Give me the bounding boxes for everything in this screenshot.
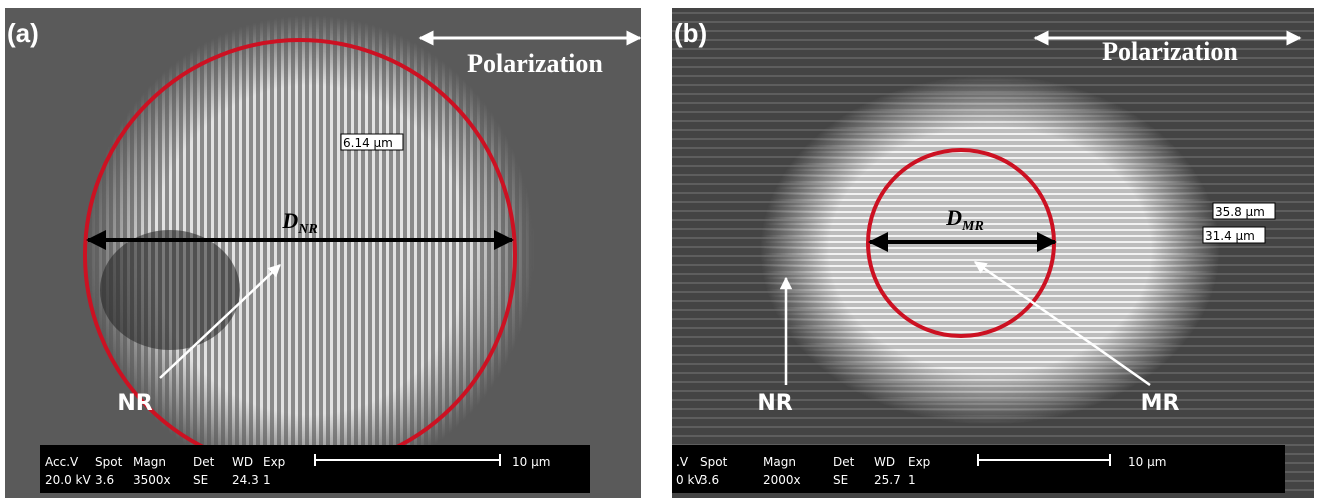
panel-label: (a): [7, 18, 39, 48]
info-value: 3.6: [95, 473, 114, 487]
region-label: NR: [117, 391, 152, 416]
scale-label: 10 µm: [1128, 455, 1166, 469]
region-label: MR: [1141, 391, 1180, 416]
info-value: 24.3: [232, 473, 259, 487]
info-header: WD: [874, 455, 895, 469]
info-header: Exp: [263, 455, 285, 469]
scale-label: 10 µm: [512, 455, 550, 469]
measurement: 31.4 µm: [1205, 229, 1255, 243]
diameter-letter: D: [945, 205, 962, 230]
info-header: Magn: [133, 455, 166, 469]
info-value: SE: [833, 473, 848, 487]
panel-b-image: [672, 8, 1314, 498]
info-header: .V: [676, 455, 689, 469]
polarization-label: Polarization: [467, 49, 603, 78]
info-value: 3500x: [133, 473, 171, 487]
figure: (a)PolarizationDNR6.14 µmNRAcc.V20.0 kVS…: [0, 0, 1319, 504]
info-header: Spot: [95, 455, 123, 469]
diameter-subscript: MR: [961, 219, 984, 234]
measurement: 35.8 µm: [1215, 205, 1265, 219]
info-header: Acc.V: [45, 455, 79, 469]
info-value: 1: [908, 473, 916, 487]
diameter-subscript: NR: [297, 222, 317, 237]
info-value: 20.0 kV: [45, 473, 91, 487]
info-header: Det: [833, 455, 855, 469]
info-value: SE: [193, 473, 208, 487]
info-header: Exp: [908, 455, 930, 469]
info-header: WD: [232, 455, 253, 469]
info-value: 2000x: [763, 473, 801, 487]
info-value: 3.6: [700, 473, 719, 487]
measurement: 6.14 µm: [343, 136, 393, 150]
info-value: 1: [263, 473, 271, 487]
info-header: Magn: [763, 455, 796, 469]
info-header: Det: [193, 455, 215, 469]
panel-a-image: [5, 8, 641, 498]
polarization-label: Polarization: [1102, 37, 1238, 66]
info-header: Spot: [700, 455, 728, 469]
info-value: 25.7: [874, 473, 901, 487]
region-label: NR: [757, 391, 792, 416]
panel-label: (b): [674, 18, 707, 48]
diameter-letter: D: [281, 208, 298, 233]
info-bar: [40, 445, 590, 493]
